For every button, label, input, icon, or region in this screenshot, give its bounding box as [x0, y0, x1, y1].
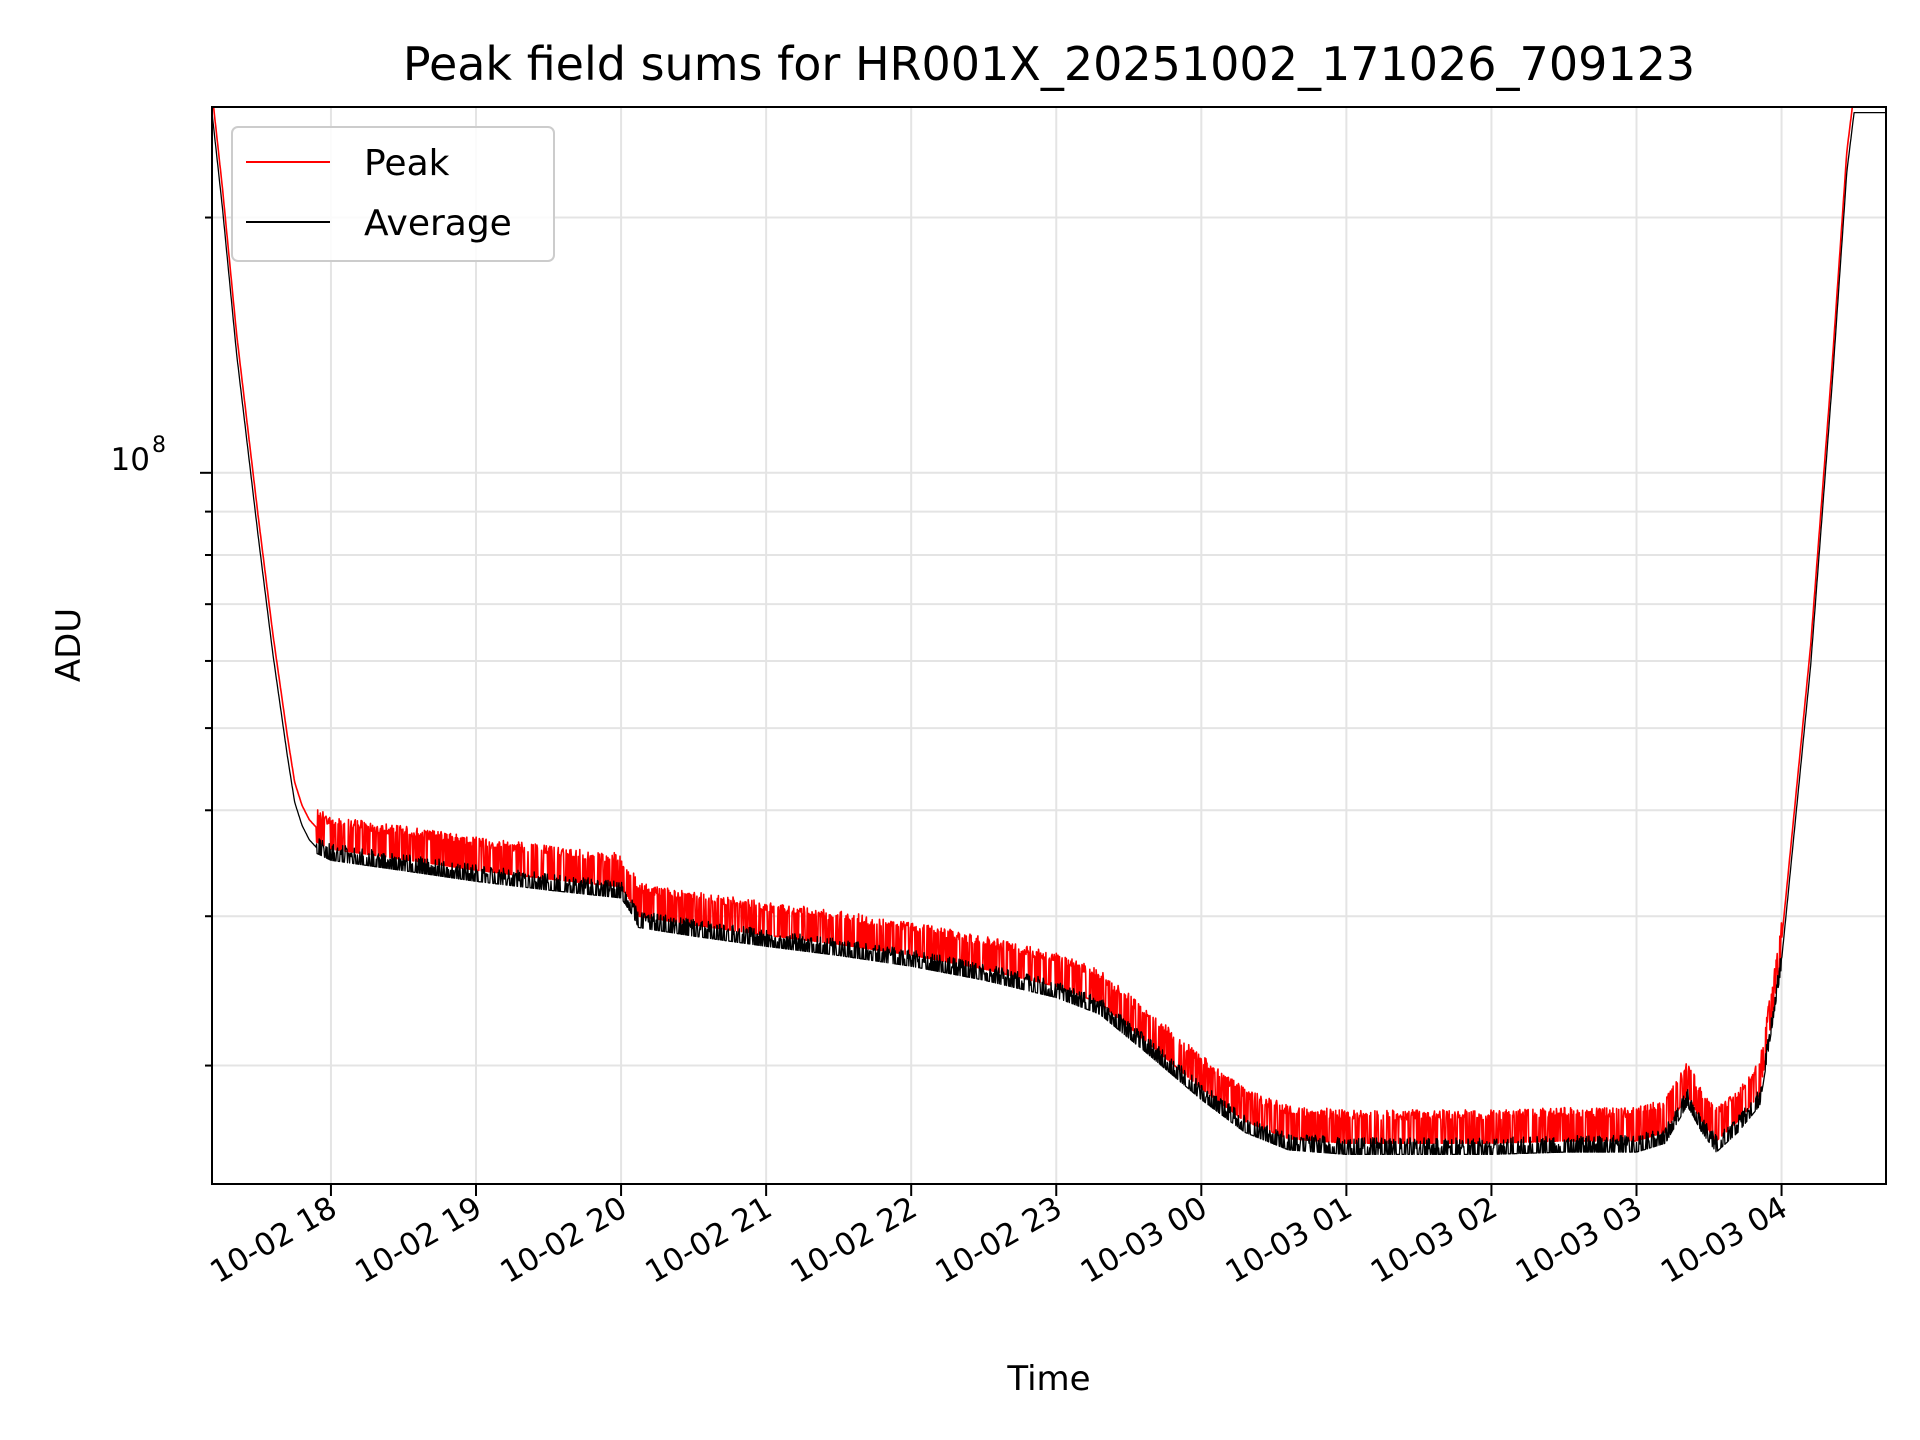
grid	[212, 107, 1886, 1184]
y-tick-base: 10	[111, 442, 150, 478]
series-line-peak	[212, 107, 1854, 1144]
y-tick-exponent: 8	[152, 433, 166, 458]
legend-label-peak: Peak	[364, 143, 450, 184]
x-axis-label: Time	[1006, 1359, 1090, 1399]
plot-frame	[211, 106, 1887, 1185]
series-group	[212, 107, 1886, 1156]
legend: Peak Average	[231, 126, 555, 262]
legend-label-average: Average	[364, 203, 512, 244]
legend-box	[231, 126, 555, 262]
chart-title: Peak field sums for HR001X_20251002_1710…	[403, 37, 1695, 91]
y-major-tick-label: 10 8	[111, 433, 166, 478]
series-line-average	[212, 111, 1886, 1156]
y-axis-label: ADU	[49, 608, 89, 682]
